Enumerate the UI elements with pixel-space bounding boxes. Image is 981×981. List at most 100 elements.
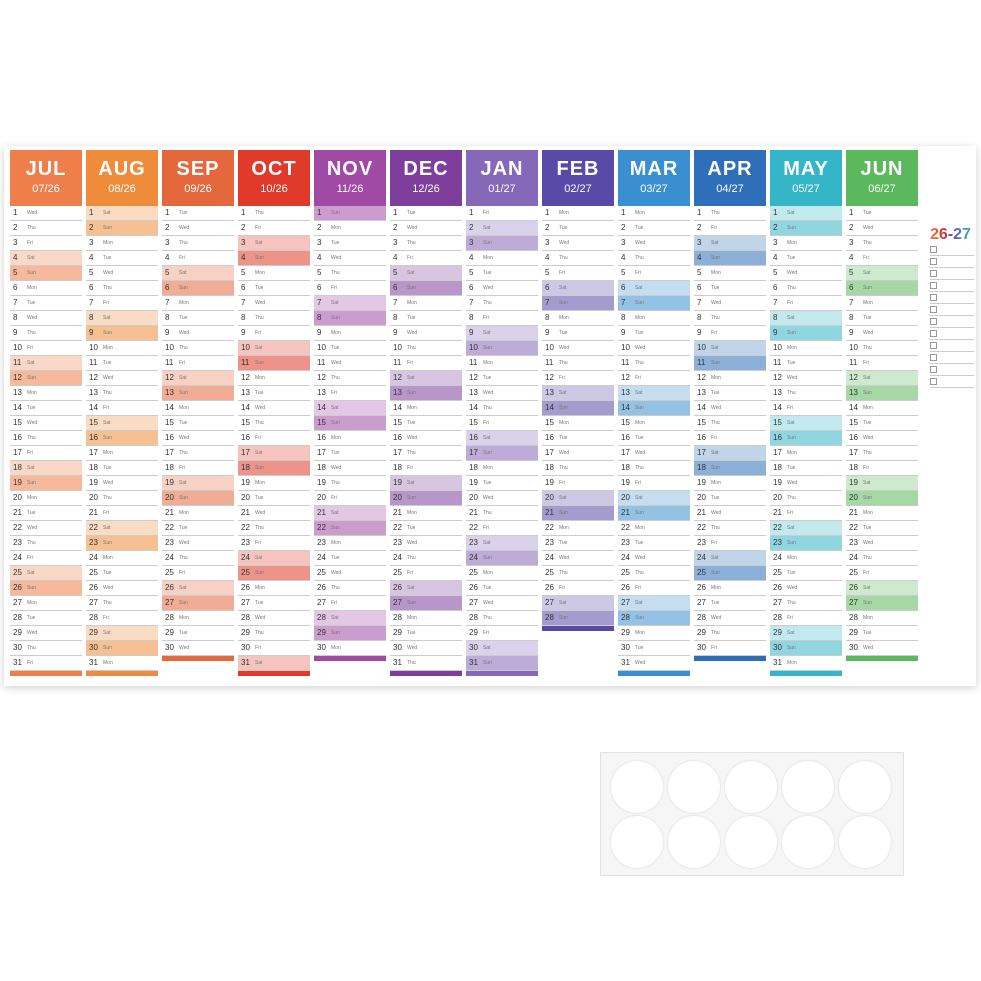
weekday: Fri bbox=[27, 345, 33, 351]
weekday: Tue bbox=[27, 405, 36, 411]
weekday: Sat bbox=[635, 600, 643, 606]
weekday: Sat bbox=[255, 345, 263, 351]
day-row: 27 Sun bbox=[846, 596, 918, 611]
weekday: Sat bbox=[863, 375, 871, 381]
weekday: Thu bbox=[103, 285, 112, 291]
day-row: 9 Thu bbox=[10, 326, 82, 341]
weekday: Sat bbox=[787, 525, 795, 531]
day-row: 1 Tue bbox=[846, 206, 918, 221]
day-number: 13 bbox=[621, 388, 630, 397]
weekday: Sun bbox=[559, 405, 568, 411]
day-row: 4 Fri bbox=[846, 251, 918, 266]
weekday: Sat bbox=[863, 480, 871, 486]
month-code: 07/26 bbox=[32, 183, 60, 195]
day-number: 18 bbox=[773, 463, 782, 472]
weekday: Mon bbox=[255, 585, 265, 591]
day-number: 7 bbox=[393, 298, 398, 307]
weekday: Sun bbox=[331, 630, 340, 636]
weekday: Fri bbox=[103, 300, 109, 306]
day-row: 3 Wed bbox=[542, 236, 614, 251]
weekday: Sat bbox=[103, 525, 111, 531]
weekday: Fri bbox=[179, 360, 185, 366]
day-row: 12 Wed bbox=[86, 371, 158, 386]
weekday: Fri bbox=[331, 495, 337, 501]
weekday: Wed bbox=[559, 450, 570, 456]
weekday: Sun bbox=[483, 345, 492, 351]
weekday: Wed bbox=[407, 225, 418, 231]
day-row: 14 Sat bbox=[314, 401, 386, 416]
month-footer-bar bbox=[238, 671, 310, 676]
weekday: Sat bbox=[331, 300, 339, 306]
day-row: 26 Sat bbox=[162, 581, 234, 596]
weekday: Sun bbox=[27, 270, 36, 276]
weekday: Mon bbox=[483, 570, 493, 576]
day-row: 18 Thu bbox=[542, 461, 614, 476]
day-number: 16 bbox=[393, 433, 402, 442]
weekday: Sat bbox=[103, 420, 111, 426]
day-number: 5 bbox=[621, 268, 626, 277]
day-row: 29 Sat bbox=[770, 626, 842, 641]
weekday: Mon bbox=[179, 405, 189, 411]
weekday: Fri bbox=[407, 465, 413, 471]
weekday: Thu bbox=[255, 525, 264, 531]
weekday: Tue bbox=[179, 630, 188, 636]
day-number: 7 bbox=[469, 298, 474, 307]
weekday: Sun bbox=[331, 420, 340, 426]
day-row: 23 Thu bbox=[10, 536, 82, 551]
day-row: 29 Sat bbox=[86, 626, 158, 641]
day-row: 24 Sat bbox=[238, 551, 310, 566]
day-number: 11 bbox=[849, 358, 858, 367]
day-row: 15 Thu bbox=[694, 416, 766, 431]
day-number: 23 bbox=[545, 538, 554, 547]
check-line bbox=[930, 376, 974, 388]
day-row: 25 Thu bbox=[618, 566, 690, 581]
day-number: 13 bbox=[469, 388, 478, 397]
day-number: 18 bbox=[849, 463, 858, 472]
day-number: 29 bbox=[469, 628, 478, 637]
day-number: 29 bbox=[393, 628, 402, 637]
day-row: 24 Wed bbox=[542, 551, 614, 566]
day-row: 20 Sun bbox=[390, 491, 462, 506]
day-number: 6 bbox=[849, 283, 854, 292]
day-row: 30 Wed bbox=[390, 641, 462, 656]
day-number: 15 bbox=[469, 418, 478, 427]
day-row: 28 Sun bbox=[618, 611, 690, 626]
day-number: 21 bbox=[317, 508, 326, 517]
weekday: Mon bbox=[787, 240, 797, 246]
weekday: Thu bbox=[255, 210, 264, 216]
weekday: Sun bbox=[863, 495, 872, 501]
day-number: 25 bbox=[317, 568, 326, 577]
day-row: 12 Sat bbox=[390, 371, 462, 386]
day-row: 2 Wed bbox=[162, 221, 234, 236]
weekday: Sat bbox=[711, 240, 719, 246]
day-row: 10 Wed bbox=[618, 341, 690, 356]
weekday: Sun bbox=[407, 390, 416, 396]
weekday: Sat bbox=[27, 255, 35, 261]
day-number: 30 bbox=[13, 643, 22, 652]
day-number: 1 bbox=[13, 208, 18, 217]
weekday: Tue bbox=[255, 495, 264, 501]
weekday: Sat bbox=[103, 210, 111, 216]
day-row: 14 Wed bbox=[238, 401, 310, 416]
day-number: 8 bbox=[241, 313, 246, 322]
month-name: OCT bbox=[251, 158, 297, 180]
day-number: 27 bbox=[165, 598, 174, 607]
day-row: 31 Thu bbox=[390, 656, 462, 671]
weekday: Fri bbox=[559, 585, 565, 591]
day-number: 22 bbox=[89, 523, 98, 532]
day-number: 28 bbox=[317, 613, 326, 622]
day-number: 15 bbox=[697, 418, 706, 427]
day-number: 4 bbox=[469, 253, 474, 262]
day-number: 29 bbox=[13, 628, 22, 637]
weekday: Tue bbox=[635, 330, 644, 336]
day-number: 31 bbox=[89, 658, 98, 667]
weekday: Wed bbox=[559, 240, 570, 246]
weekday: Wed bbox=[331, 570, 342, 576]
day-number: 26 bbox=[773, 583, 782, 592]
day-number: 17 bbox=[241, 448, 250, 457]
day-number: 7 bbox=[545, 298, 550, 307]
adhesive-dot bbox=[668, 816, 720, 868]
day-row: 1 Sat bbox=[770, 206, 842, 221]
day-row: 21 Mon bbox=[846, 506, 918, 521]
day-number: 14 bbox=[89, 403, 98, 412]
